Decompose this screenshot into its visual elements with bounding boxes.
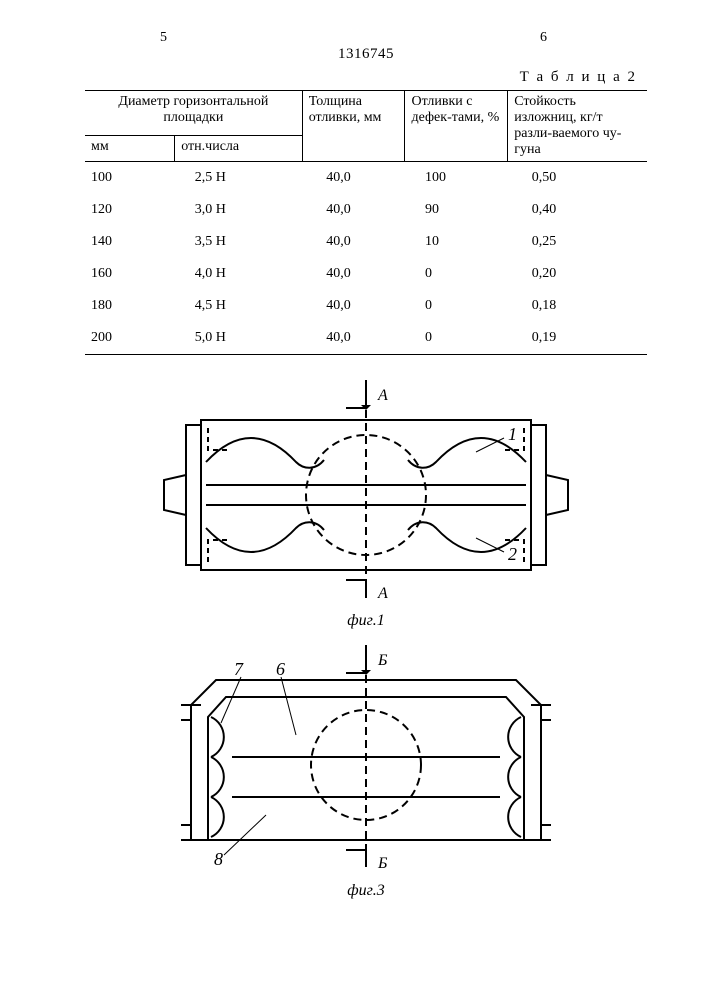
table-header: Диаметр горизонтальной площадки Толщина … — [85, 91, 647, 162]
figure-1-svg: А — [146, 380, 586, 610]
table-cell: 40,0 — [302, 322, 405, 355]
table-cell: 100 — [405, 162, 508, 195]
table-caption: Т а б л и ц а 2 — [85, 69, 637, 86]
col-2: Толщина отливки, мм — [302, 91, 405, 162]
ref-6: 6 — [276, 659, 285, 679]
page-root: 5 6 1316745 Т а б л и ц а 2 Диаметр гори… — [0, 0, 707, 1000]
figure-3-area: Б — [85, 645, 647, 900]
fig3-label: фиг.3 — [85, 882, 647, 900]
table-cell: 90 — [405, 194, 508, 226]
table-row: 1804,5 Н40,000,18 — [85, 290, 647, 322]
table-cell: 4,5 Н — [175, 290, 303, 322]
table-cell: 140 — [85, 226, 175, 258]
sect-A-top: А — [377, 387, 388, 404]
sect-A-bot: А — [377, 585, 388, 602]
table-cell: 0,40 — [508, 194, 647, 226]
table-cell: 0 — [405, 290, 508, 322]
data-table: Диаметр горизонтальной площадки Толщина … — [85, 90, 647, 355]
table-cell: 0 — [405, 258, 508, 290]
sect-B-bot: Б — [377, 855, 388, 872]
table-row: 2005,0 Н40,000,19 — [85, 322, 647, 355]
table-cell: 3,5 Н — [175, 226, 303, 258]
table-row: 1403,5 Н40,0100,25 — [85, 226, 647, 258]
table-cell: 0,19 — [508, 322, 647, 355]
table-row: 1604,0 Н40,000,20 — [85, 258, 647, 290]
sect-B-top: Б — [377, 652, 388, 669]
table-row: 1002,5 Н40,01000,50 — [85, 162, 647, 195]
table-cell: 0,50 — [508, 162, 647, 195]
table-cell: 40,0 — [302, 226, 405, 258]
col-group-1: Диаметр горизонтальной площадки — [85, 91, 302, 136]
figure-1-area: А — [85, 380, 647, 630]
ref-7: 7 — [234, 659, 244, 679]
fig1-label: фиг.1 — [85, 612, 647, 630]
table-cell: 40,0 — [302, 258, 405, 290]
table-cell: 0 — [405, 322, 508, 355]
table-cell: 120 — [85, 194, 175, 226]
table-cell: 200 — [85, 322, 175, 355]
table-cell: 40,0 — [302, 162, 405, 195]
page-numbers: 5 6 — [85, 30, 647, 50]
table-cell: 0,25 — [508, 226, 647, 258]
table-cell: 0,20 — [508, 258, 647, 290]
table-cell: 0,18 — [508, 290, 647, 322]
table-cell: 5,0 Н — [175, 322, 303, 355]
table-body: 1002,5 Н40,01000,501203,0 Н40,0900,40140… — [85, 162, 647, 355]
table-cell: 2,5 Н — [175, 162, 303, 195]
page-num-right: 6 — [540, 30, 547, 46]
table-cell: 4,0 Н — [175, 258, 303, 290]
table-row: 1203,0 Н40,0900,40 — [85, 194, 647, 226]
col-4: Стойкость изложниц, кг/т разли-ваемого ч… — [508, 91, 647, 162]
table-cell: 160 — [85, 258, 175, 290]
table-cell: 3,0 Н — [175, 194, 303, 226]
ref-2: 2 — [508, 544, 517, 564]
table-cell: 10 — [405, 226, 508, 258]
figure-3-svg: Б — [146, 645, 586, 880]
col-1b: отн.числа — [175, 135, 303, 161]
table-cell: 180 — [85, 290, 175, 322]
col-3: Отливки с дефек-тами, % — [405, 91, 508, 162]
table-cell: 40,0 — [302, 194, 405, 226]
ref-8: 8 — [214, 849, 223, 869]
table-cell: 40,0 — [302, 290, 405, 322]
col-1a: мм — [85, 135, 175, 161]
table-cell: 100 — [85, 162, 175, 195]
ref-1: 1 — [508, 424, 517, 444]
page-num-left: 5 — [160, 30, 167, 46]
